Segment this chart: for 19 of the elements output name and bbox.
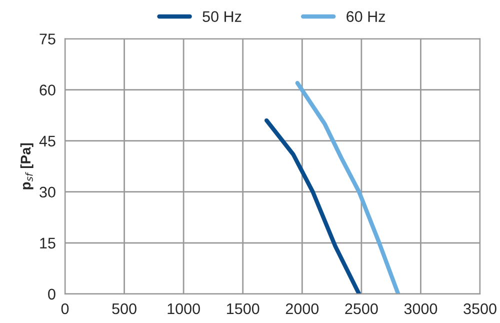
line-series [295, 80, 400, 294]
y-tick-label: 60 [40, 84, 56, 96]
y-axis-title: p$_{sf}$ [Pa] [20, 143, 34, 190]
x-tick-label: 0 [61, 303, 69, 314]
x-tick-label: 500 [112, 303, 136, 314]
y-tick-label: 0 [48, 288, 56, 300]
y-tick-label: 30 [40, 186, 56, 198]
x-tick-label: 2000 [286, 303, 319, 314]
x-tick-label: 1500 [227, 303, 260, 314]
y-tick-label: 75 [40, 34, 56, 44]
y-tick-label: 15 [40, 238, 56, 249]
line-series [264, 118, 362, 294]
y-tick-label: 45 [39, 136, 56, 147]
x-tick-label: 3500 [464, 303, 496, 314]
legend-label: 50 Hz [202, 11, 242, 22]
x-tick-label: 3000 [404, 303, 438, 314]
x-tick-label: 2500 [345, 303, 378, 314]
legend-label: 60 Hz [346, 11, 385, 22]
x-tick-label: 1000 [168, 303, 200, 314]
